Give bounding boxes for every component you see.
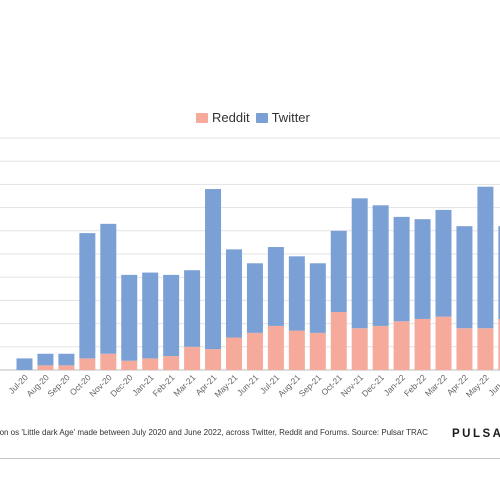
legend-item-twitter: Twitter — [255, 110, 310, 125]
bar-reddit-aug-20 — [37, 365, 54, 370]
x-tick-label: Jun-22 — [486, 372, 500, 398]
bar-twitter-apr-21 — [205, 189, 222, 350]
bar-reddit-may-22 — [477, 328, 494, 370]
bar-reddit-apr-22 — [456, 328, 473, 370]
bar-twitter-jul-21 — [267, 247, 284, 326]
bar-twitter-feb-21 — [163, 274, 180, 357]
bar-twitter-oct-20 — [79, 233, 96, 359]
bar-reddit-dec-21 — [372, 325, 389, 370]
x-tick-label: Dec-20 — [108, 372, 135, 399]
bar-twitter-jul-20 — [16, 358, 33, 370]
x-tick-label: Jun-21 — [235, 372, 261, 398]
chart-legend: Reddit Twitter — [196, 110, 316, 125]
bar-twitter-may-21 — [226, 249, 242, 338]
x-tick-label: May-21 — [212, 372, 239, 399]
bar-reddit-nov-21 — [351, 328, 368, 370]
bar-reddit-dec-20 — [121, 360, 138, 370]
reddit-swatch — [196, 112, 208, 123]
x-tick-label: Feb-21 — [150, 372, 176, 398]
bar-twitter-jun-21 — [246, 263, 263, 333]
bar-twitter-sep-21 — [309, 263, 326, 333]
divider — [0, 458, 500, 459]
x-tick-label: Sep-21 — [297, 372, 324, 399]
bar-reddit-aug-21 — [288, 330, 305, 370]
bar-reddit-oct-21 — [330, 312, 347, 370]
bar-twitter-dec-20 — [121, 274, 138, 361]
bar-reddit-sep-21 — [309, 332, 326, 370]
bar-reddit-sep-20 — [58, 365, 75, 370]
bar-twitter-apr-22 — [456, 226, 473, 329]
bar-reddit-jul-21 — [267, 325, 284, 370]
bar-reddit-nov-20 — [100, 353, 117, 370]
twitter-swatch — [255, 112, 268, 123]
x-tick-label: May-22 — [464, 372, 491, 399]
bar-reddit-oct-20 — [79, 358, 96, 370]
bar-reddit-mar-22 — [435, 316, 452, 370]
bar-reddit-jun-22 — [498, 318, 500, 370]
bar-twitter-mar-22 — [435, 209, 452, 317]
bar-twitter-aug-20 — [37, 353, 54, 366]
bar-twitter-sep-20 — [58, 353, 75, 366]
bar-twitter-nov-21 — [351, 198, 368, 329]
x-tick-label: Mar-22 — [423, 372, 449, 398]
bar-twitter-jun-22 — [498, 226, 500, 319]
bar-reddit-may-21 — [226, 337, 242, 370]
bar-reddit-apr-21 — [205, 349, 222, 370]
bar-reddit-mar-21 — [184, 346, 201, 370]
legend-item-reddit: Reddit — [196, 110, 250, 125]
x-tick-label: Feb-22 — [402, 372, 428, 398]
bar-twitter-may-22 — [477, 186, 494, 329]
bar-reddit-jan-22 — [393, 321, 410, 370]
brand-logo: PULSAR — [452, 428, 500, 440]
bar-reddit-feb-22 — [414, 318, 431, 370]
bar-twitter-jan-21 — [142, 272, 159, 359]
chart-caption: Mention os 'Little dark Age' made betwee… — [0, 423, 500, 443]
bar-reddit-jan-21 — [142, 358, 159, 370]
legend-label-twitter: Twitter — [271, 110, 310, 125]
bar-twitter-oct-21 — [330, 230, 347, 312]
bar-twitter-jan-22 — [393, 216, 410, 322]
x-tick-label: Sep-20 — [45, 372, 72, 399]
bar-twitter-nov-20 — [100, 223, 117, 354]
bar-reddit-feb-21 — [163, 356, 180, 370]
legend-label-reddit: Reddit — [212, 110, 250, 125]
caption-text: Mention os 'Little dark Age' made betwee… — [0, 428, 428, 437]
x-tick-label: Mar-21 — [171, 372, 197, 398]
bar-twitter-dec-21 — [372, 205, 389, 326]
x-tick-label: Dec-21 — [360, 372, 387, 399]
bar-reddit-jun-21 — [246, 332, 263, 370]
bar-twitter-mar-21 — [184, 270, 201, 347]
bar-twitter-feb-22 — [414, 219, 431, 319]
bar-twitter-aug-21 — [288, 256, 305, 331]
